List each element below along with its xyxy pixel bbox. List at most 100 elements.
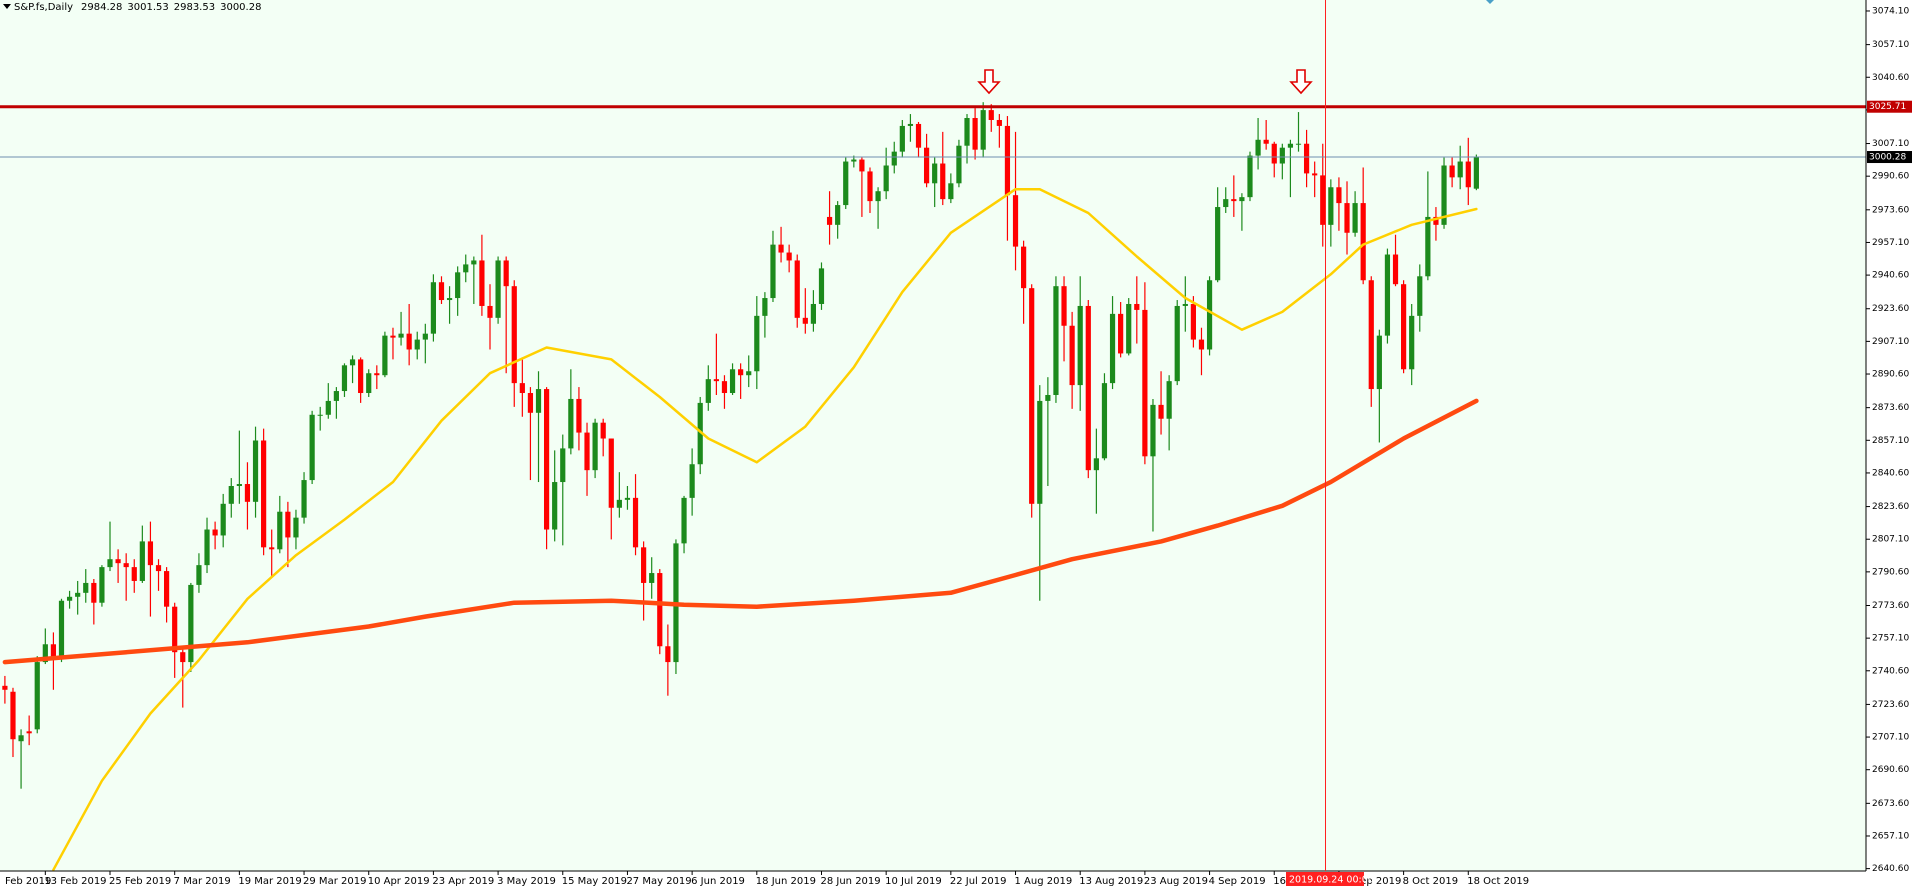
candle-body-up <box>83 582 89 593</box>
plot-layer <box>0 102 1866 872</box>
candle-body-up <box>616 499 622 508</box>
candle-body-down <box>1029 288 1035 504</box>
x-tick-label: 8 Oct 2019 <box>1403 876 1458 887</box>
plot-background <box>0 0 1866 871</box>
candle-body-down <box>802 317 808 324</box>
candle-body-up <box>980 110 986 150</box>
x-tick-label: 10 Jul 2019 <box>885 876 942 887</box>
candle-body-down <box>244 484 251 502</box>
candle-body-up <box>293 517 299 538</box>
candle-body-up <box>1328 187 1334 225</box>
candle-body-down <box>1085 305 1091 471</box>
x-tick-label: 22 Jul 2019 <box>950 876 1007 887</box>
bid-label-box <box>1867 151 1912 164</box>
candle-body-down <box>2 685 8 690</box>
x-tick-label: 27 May 2019 <box>626 876 691 887</box>
candle-body-up <box>34 662 40 730</box>
candle-body-down <box>1320 175 1326 225</box>
candle-body-up <box>907 123 914 126</box>
candle-body-up <box>1376 335 1382 390</box>
candle-body-up <box>309 414 315 481</box>
candle-body-up <box>99 567 105 603</box>
candle-body-down <box>867 171 873 202</box>
candle-body-up <box>1045 394 1051 401</box>
candle-body-up <box>964 118 970 146</box>
candle-body-down <box>600 422 606 439</box>
candle-body-down <box>1303 143 1310 174</box>
candle-body-up <box>455 272 461 299</box>
candle-body-down <box>1392 254 1399 285</box>
candle-body-up <box>1295 143 1302 145</box>
candle-body-down <box>1231 199 1237 202</box>
candle-body-up <box>754 315 760 372</box>
candle-body-up <box>770 244 776 299</box>
candle-body-up <box>689 464 695 498</box>
candle-body-down <box>1061 286 1067 326</box>
x-tick-label: 19 Mar 2019 <box>238 876 301 887</box>
candle-body-up <box>42 644 48 663</box>
candle-body-down <box>923 147 930 184</box>
candle-body-up <box>948 183 954 200</box>
candle-body-up <box>875 191 881 202</box>
candle-body-up <box>1417 276 1423 316</box>
candle-body-down <box>406 333 412 350</box>
candle-body-down <box>487 305 493 318</box>
candle-body-up <box>1037 400 1043 504</box>
candle-body-down <box>1344 203 1350 233</box>
x-tick-label: 18 Oct 2019 <box>1467 876 1529 887</box>
candle-body-up <box>333 391 339 401</box>
candle-body-up <box>843 161 849 206</box>
close-value: 3000.28 <box>220 2 261 13</box>
candle-body-up <box>1457 161 1463 178</box>
candle-body-up <box>1101 383 1108 459</box>
candle-body-down <box>1004 125 1011 196</box>
symbol: S&P.fs,Daily <box>14 2 73 13</box>
candle-body-down <box>1401 284 1407 370</box>
candle-body-up <box>1223 199 1229 208</box>
candle-body-down <box>1360 203 1366 281</box>
candle-body-down <box>1118 313 1124 354</box>
candle-body-up <box>649 573 655 583</box>
moving-average <box>2 398 1479 665</box>
candle-body-up <box>762 298 768 316</box>
y-tick-label: 2840.60 <box>1872 468 1909 478</box>
y-tick-label: 2690.60 <box>1872 765 1909 775</box>
candle-body-down <box>641 547 647 583</box>
candle-body-up <box>891 151 897 166</box>
candle-body-up <box>463 264 469 273</box>
candle-body-down <box>1134 303 1140 310</box>
candle-body-down <box>786 252 792 261</box>
candle-body-up <box>75 592 81 597</box>
candle-body-up <box>301 480 307 518</box>
resistance-label: 3025.71 <box>1869 102 1906 112</box>
candle-body-up <box>1053 286 1059 395</box>
candle-body-up <box>729 369 736 394</box>
candle-body-up <box>1255 139 1261 156</box>
x-tick-label: Feb 2019 <box>5 876 51 887</box>
candle-body-up <box>1247 155 1253 198</box>
candle-body-down <box>91 582 97 603</box>
candle-body-up <box>705 379 711 403</box>
candle-body-down <box>608 438 614 508</box>
candle-body-down <box>438 282 445 301</box>
candle-body-down <box>1158 404 1164 419</box>
candle-body-down <box>358 359 364 394</box>
candle-body-down <box>374 373 380 376</box>
arrow <box>977 69 1001 95</box>
y-tick-label: 2707.10 <box>1872 733 1909 743</box>
candle-body-up <box>228 485 234 504</box>
candle-body-down <box>212 529 218 536</box>
candle-body-down <box>713 379 719 382</box>
candle-body-down <box>26 731 32 734</box>
high-value: 3001.53 <box>127 2 168 13</box>
candle-body-down <box>632 497 639 548</box>
menu-triangle <box>3 4 11 9</box>
candle-body-up <box>883 165 889 192</box>
candle-body-up <box>139 541 145 581</box>
x-tick-label: 15 May 2019 <box>562 876 627 887</box>
x-tick-label: 7 Mar 2019 <box>174 876 231 887</box>
y-tick-label: 2907.10 <box>1872 337 1909 347</box>
candle-body-down <box>10 691 16 740</box>
